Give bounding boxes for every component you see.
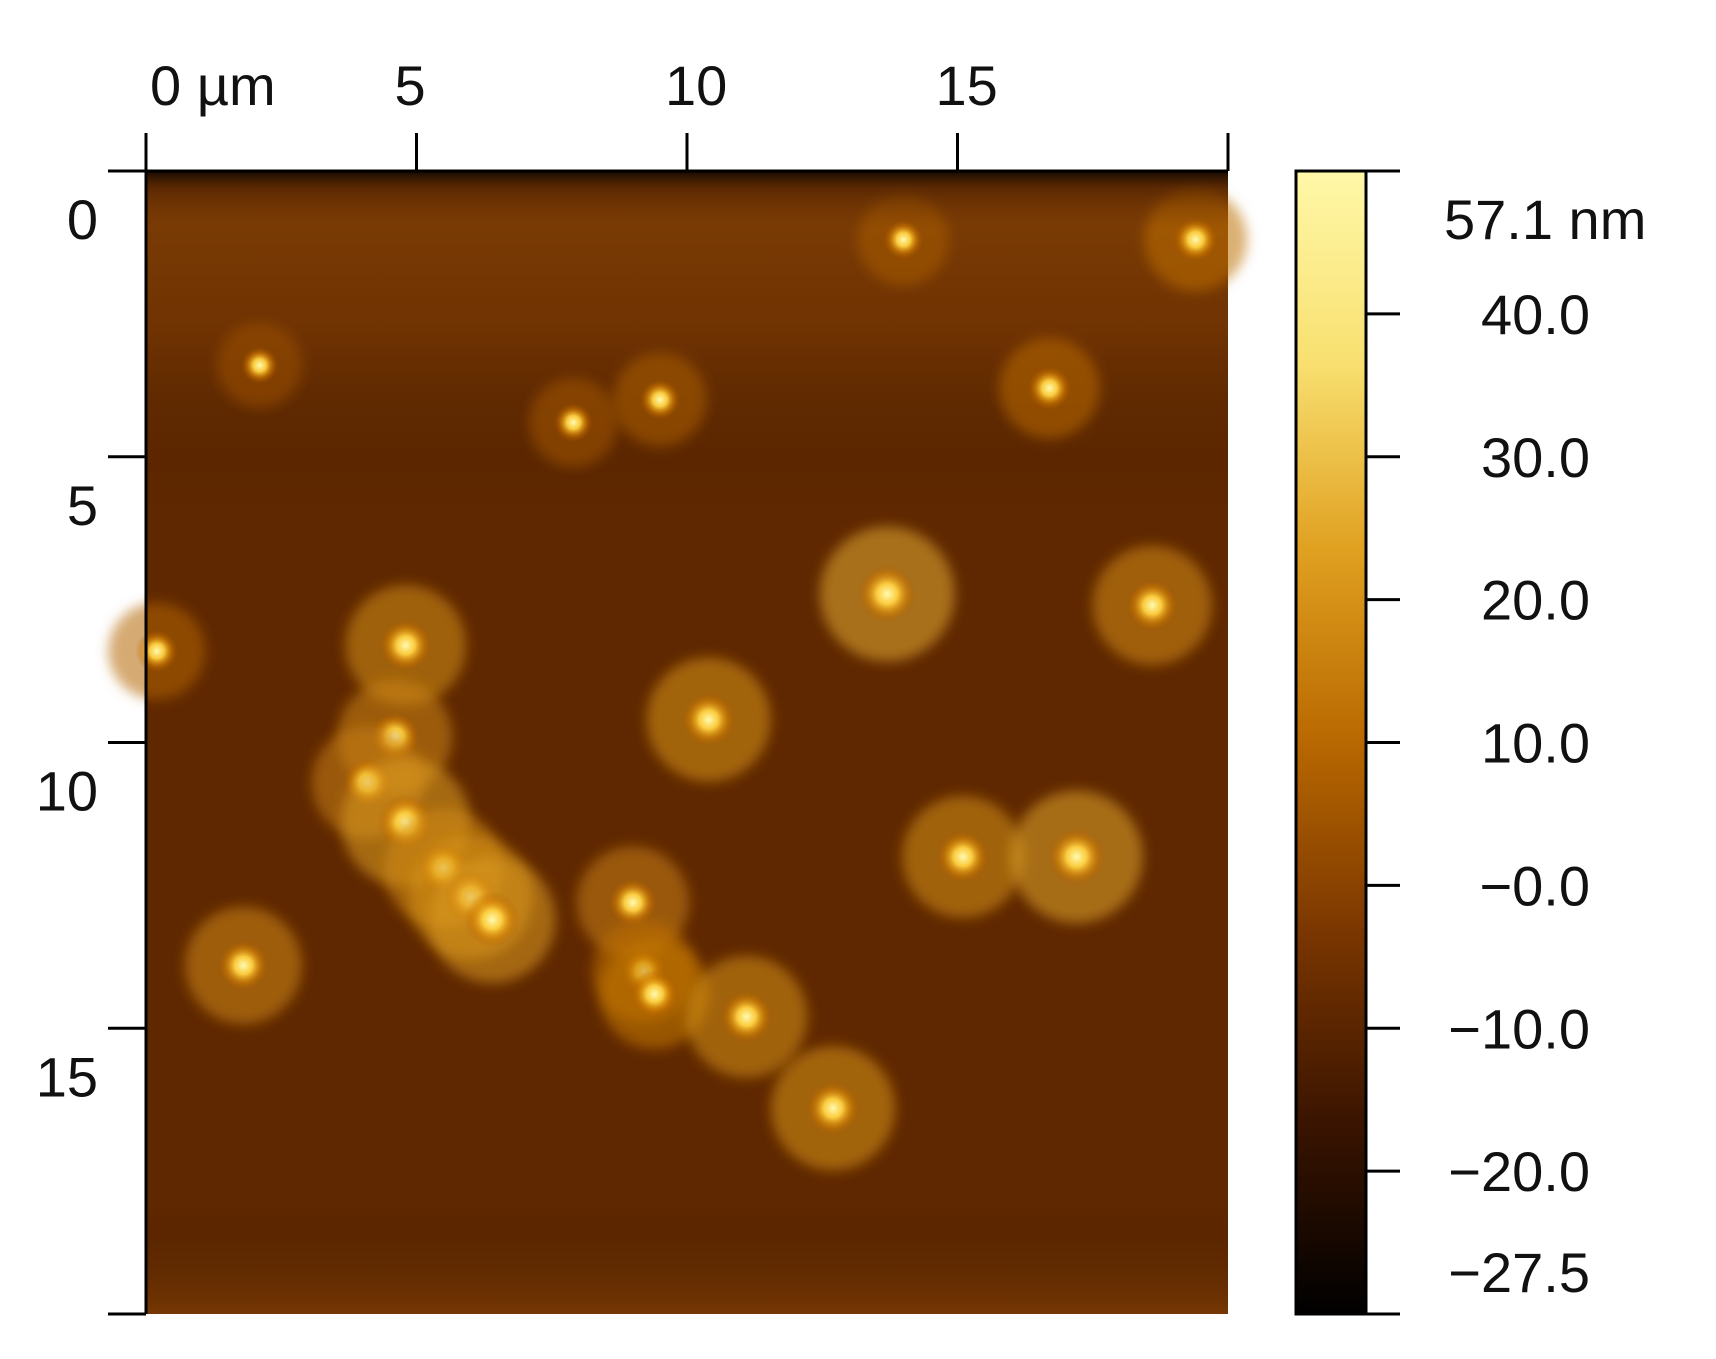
- height-map-top-edge: [146, 171, 1228, 1314]
- colorbar-tick-label: −27.5: [1448, 1241, 1590, 1304]
- y-tick-label: 0: [67, 188, 98, 251]
- colorbar-ticks: 57.1 nm 40.0 30.0 20.0 10.0 −0.0 −10.0 −20.0 −27…: [1366, 169, 1646, 1316]
- colorbar-tick-label: 40.0: [1481, 283, 1590, 346]
- colorbar-tick-label: 30.0: [1481, 426, 1590, 489]
- y-tick-label: 15: [36, 1045, 98, 1108]
- colorbar-gradient-bar: [1294, 169, 1368, 1316]
- colorbar-tick-label: 57.1 nm: [1444, 188, 1646, 251]
- colorbar-tick-label: 20.0: [1481, 569, 1590, 632]
- colorbar-tick-label: −0.0: [1479, 854, 1590, 917]
- colorbar-tick-label: 10.0: [1481, 712, 1590, 775]
- colorbar-tick-label: −10.0: [1448, 997, 1590, 1060]
- colorbar-tick-label: −20.0: [1448, 1140, 1590, 1203]
- x-tick-label: 15: [936, 54, 998, 117]
- x-tick-label: 10: [665, 54, 727, 117]
- x-tick-label: 0 µm: [150, 54, 276, 117]
- y-tick-label: 10: [36, 760, 98, 823]
- x-tick-label: 5: [395, 54, 426, 117]
- x-axis: 0 µm 5 10 15: [144, 54, 1230, 173]
- y-axis: 0 5 10 15: [36, 169, 148, 1316]
- y-tick-label: 5: [67, 474, 98, 537]
- height-map-image: [108, 171, 1248, 1314]
- colorbar: 57.1 nm 40.0 30.0 20.0 10.0 −0.0 −10.0 −20.0 −27…: [1294, 169, 1646, 1316]
